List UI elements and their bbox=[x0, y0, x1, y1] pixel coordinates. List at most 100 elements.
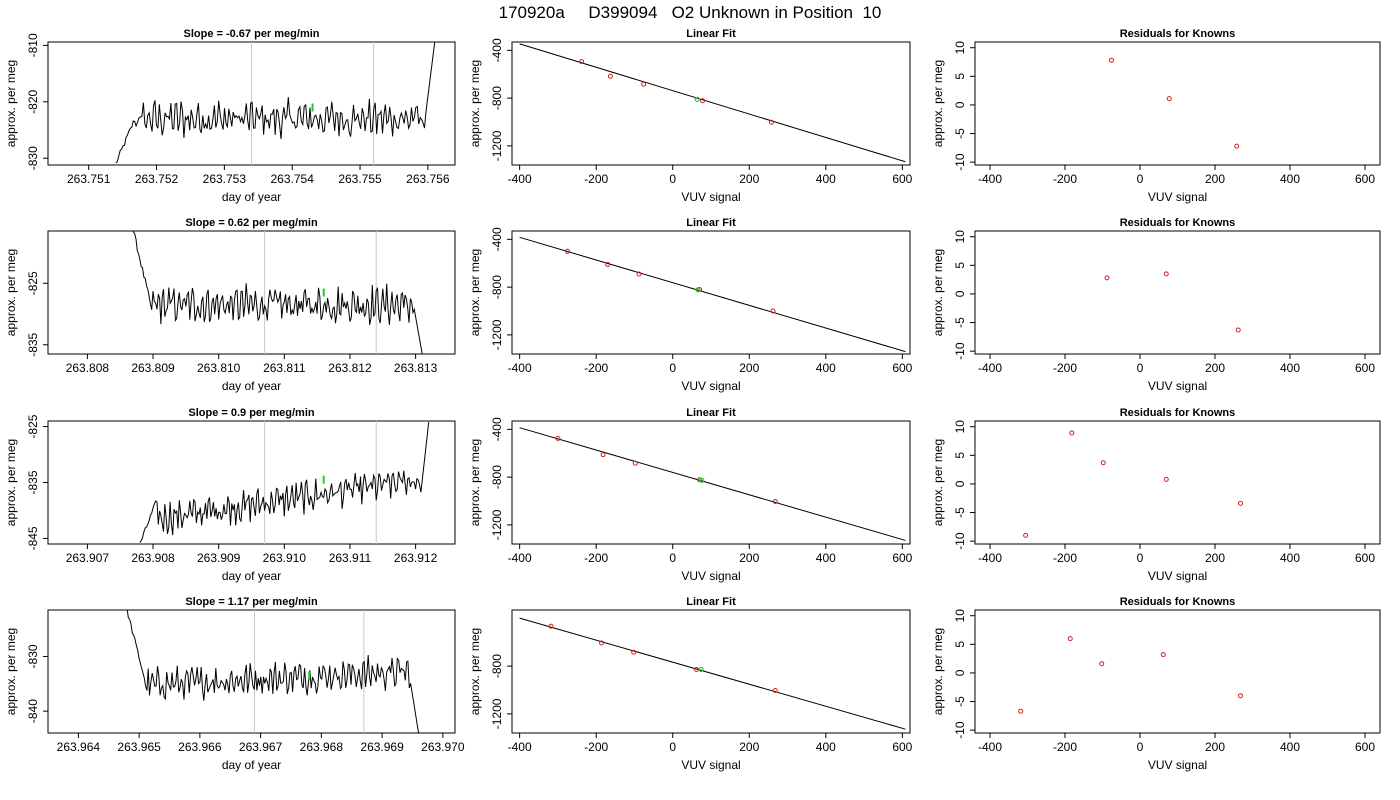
known-point bbox=[564, 248, 570, 254]
y-tick-label: 5 bbox=[953, 73, 967, 80]
y-tick-label: -5 bbox=[953, 317, 967, 328]
x-tick-label: 263.754 bbox=[271, 172, 315, 186]
x-tick-label: 600 bbox=[892, 740, 912, 754]
x-tick-label: 263.811 bbox=[263, 361, 306, 375]
known-point bbox=[1163, 476, 1169, 482]
x-axis-label: day of year bbox=[222, 758, 281, 772]
x-tick-label: 200 bbox=[739, 740, 759, 754]
y-tick-label: -1200 bbox=[490, 698, 504, 729]
main-title: 170920a D399094 O2 Unknown in Position 1… bbox=[499, 3, 882, 22]
y-tick-label: -845 bbox=[26, 526, 40, 550]
panel-title: Residuals for Knowns bbox=[1120, 28, 1236, 40]
y-tick-label: -825 bbox=[26, 414, 40, 438]
x-tick-label: 0 bbox=[1137, 740, 1144, 754]
x-tick-label: 200 bbox=[739, 551, 759, 565]
plot-frame bbox=[511, 420, 911, 545]
x-tick-label: 263.810 bbox=[197, 361, 241, 375]
y-tick-label: 5 bbox=[953, 452, 967, 459]
y-tick-label: -1200 bbox=[490, 509, 504, 540]
x-tick-label: 400 bbox=[816, 551, 836, 565]
x-tick-label: 400 bbox=[1280, 551, 1300, 565]
plot-frame bbox=[47, 230, 456, 355]
plot-frame bbox=[511, 41, 911, 166]
known-point bbox=[1109, 57, 1114, 63]
x-tick-label: -200 bbox=[1053, 361, 1077, 375]
y-tick-label: -400 bbox=[490, 38, 504, 62]
known-point bbox=[641, 81, 647, 87]
y-tick-label: -800 bbox=[490, 275, 504, 299]
x-tick-label: 0 bbox=[669, 172, 676, 186]
x-tick-label: 200 bbox=[1205, 740, 1225, 754]
x-tick-label: 263.907 bbox=[66, 551, 110, 565]
y-tick-label: 10 bbox=[953, 230, 967, 244]
known-point bbox=[1067, 636, 1073, 642]
fit-line bbox=[519, 427, 906, 541]
x-tick-label: -200 bbox=[584, 740, 608, 754]
known-point bbox=[636, 271, 642, 277]
y-tick-label: -5 bbox=[953, 507, 967, 518]
y-tick-label: 10 bbox=[953, 41, 967, 55]
x-tick-label: 600 bbox=[1355, 172, 1375, 186]
y-axis-label: approx. per meg bbox=[931, 628, 945, 715]
unknown-point bbox=[698, 666, 704, 673]
panel-residuals-row2: Residuals for Knowns VUV signal approx. pe… bbox=[931, 217, 1381, 393]
known-point bbox=[1235, 327, 1241, 333]
x-tick-label: 600 bbox=[1355, 740, 1375, 754]
x-tick-label: 263.752 bbox=[135, 172, 179, 186]
x-axis-label: VUV signal bbox=[681, 190, 740, 204]
x-tick-label: 263.970 bbox=[421, 740, 465, 754]
y-tick-label: 0 bbox=[953, 669, 967, 676]
x-tick-label: 0 bbox=[669, 361, 676, 375]
known-point bbox=[1069, 430, 1075, 436]
known-point bbox=[768, 119, 774, 125]
known-point bbox=[632, 460, 638, 466]
time-series-line bbox=[126, 610, 420, 733]
x-tick-label: -200 bbox=[1053, 740, 1077, 754]
y-tick-label: -830 bbox=[26, 146, 40, 170]
x-tick-label: 600 bbox=[892, 172, 912, 186]
x-tick-label: 400 bbox=[1280, 740, 1300, 754]
x-tick-label: 600 bbox=[892, 551, 912, 565]
y-axis-label: approx. per meg bbox=[931, 439, 945, 526]
y-tick-label: -840 bbox=[26, 699, 40, 723]
y-tick-label: -835 bbox=[26, 332, 40, 356]
x-tick-label: -200 bbox=[584, 361, 608, 375]
x-tick-label: 400 bbox=[816, 172, 836, 186]
x-tick-label: 263.910 bbox=[263, 551, 307, 565]
y-tick-label: -400 bbox=[490, 417, 504, 441]
x-tick-label: 400 bbox=[816, 740, 836, 754]
x-tick-label: 263.911 bbox=[329, 551, 372, 565]
y-axis-label: approx. per meg bbox=[931, 249, 945, 336]
panel-time-series-row4: Slope = 1.17 per meg/min day of year appro… bbox=[4, 596, 465, 772]
x-tick-label: 263.966 bbox=[178, 740, 222, 754]
x-axis-label: VUV signal bbox=[681, 569, 740, 583]
panel-time-series-row1: Slope = -0.67 per meg/min day of year appr… bbox=[4, 28, 456, 204]
x-axis-label: day of year bbox=[222, 569, 281, 583]
known-point bbox=[1160, 652, 1166, 658]
y-tick-label: -800 bbox=[490, 86, 504, 110]
known-point bbox=[1238, 693, 1243, 699]
x-tick-label: 263.809 bbox=[131, 361, 175, 375]
y-tick-label: -10 bbox=[953, 532, 967, 550]
known-point bbox=[555, 435, 561, 441]
y-axis-label: approx. per meg bbox=[468, 628, 482, 715]
x-tick-label: 263.909 bbox=[197, 551, 241, 565]
unknown-point bbox=[694, 96, 700, 102]
plot-frame bbox=[974, 609, 1381, 734]
x-tick-label: -400 bbox=[978, 740, 1002, 754]
x-tick-label: 400 bbox=[816, 361, 836, 375]
x-axis-label: VUV signal bbox=[1148, 190, 1207, 204]
time-series-line bbox=[132, 231, 423, 354]
known-point bbox=[607, 73, 613, 79]
x-tick-label: -200 bbox=[584, 551, 608, 565]
plot-frame bbox=[974, 420, 1381, 545]
x-axis-label: day of year bbox=[222, 190, 281, 204]
panels: Slope = -0.67 per meg/min day of year appr… bbox=[4, 28, 1381, 772]
y-tick-label: -1200 bbox=[490, 130, 504, 161]
y-tick-label: -10 bbox=[953, 342, 967, 360]
known-point bbox=[770, 308, 776, 314]
panel-title: Residuals for Knowns bbox=[1120, 596, 1236, 608]
